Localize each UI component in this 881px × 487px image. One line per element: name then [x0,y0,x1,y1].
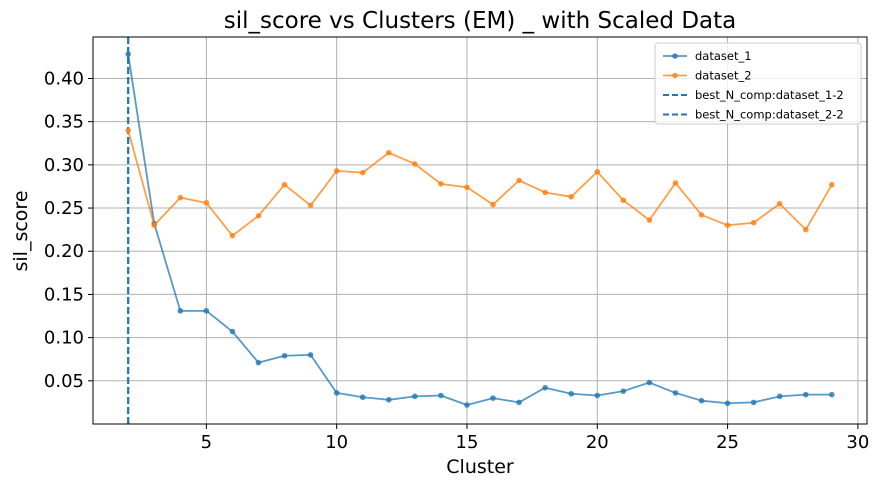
data-point-dataset_2 [490,201,496,208]
data-point-dataset_2 [151,222,158,229]
data-point-dataset_1 [646,379,653,386]
y-tick-label: 0.05 [44,371,84,392]
data-point-dataset_1 [307,352,314,358]
data-point-dataset_1 [177,308,184,314]
y-tick-label: 0.25 [44,198,84,219]
data-point-dataset_1 [229,328,236,335]
data-point-dataset_2 [281,181,288,188]
legend: dataset_1 dataset_2 best_N_comp:dataset_1-… [654,42,862,125]
x-tick-label: 15 [456,432,479,453]
legend-label: best_N_comp:dataset_1-2 [695,88,844,102]
data-point-dataset_1 [620,388,627,394]
data-point-dataset_1 [255,359,262,366]
data-point-dataset_1 [281,352,288,359]
data-point-dataset_1 [568,390,575,397]
data-point-dataset_2 [672,180,679,186]
data-point-dataset_1 [542,384,548,391]
y-axis-title: sil_score [10,190,32,271]
data-point-dataset_2 [698,212,705,218]
data-point-dataset_1 [724,400,731,407]
legend-marker [672,53,678,59]
y-tick-label: 0.15 [44,284,84,305]
data-point-dataset_1 [412,393,418,400]
data-point-dataset_1 [359,394,366,401]
legend-marker [672,72,678,79]
data-point-dataset_2 [125,127,131,134]
data-point-dataset_1 [490,395,496,401]
y-tick-label: 0.20 [44,241,84,262]
data-point-dataset_1 [333,390,340,396]
data-point-dataset_2 [776,200,783,207]
data-point-dataset_2 [802,226,809,233]
y-tick-label: 0.10 [44,328,84,349]
data-point-dataset_2 [750,219,757,226]
data-point-dataset_1 [464,402,470,408]
data-point-dataset_2 [229,232,236,239]
data-point-dataset_1 [802,391,809,398]
legend-box [654,42,862,125]
x-tick-label: 20 [586,432,609,453]
data-point-dataset_1 [438,392,444,399]
x-tick-label: 30 [846,432,869,453]
data-point-dataset_2 [620,197,627,204]
y-tick-label: 0.40 [44,68,84,89]
data-point-dataset_2 [307,202,314,209]
data-point-dataset_2 [385,149,392,156]
data-point-dataset_2 [594,168,601,175]
y-tick-label: 0.35 [44,112,84,133]
plot-frame [92,36,868,425]
y-tick-label: 0.30 [44,155,84,176]
x-tick-label: 10 [325,432,348,453]
data-point-dataset_1 [698,397,705,404]
data-point-dataset_2 [516,177,522,184]
x-axis-title: Cluster [446,456,514,478]
series-line-dataset_1 [127,54,832,406]
series-group [125,51,835,408]
data-point-dataset_1 [672,390,679,396]
data-point-dataset_1 [776,393,783,400]
series-line-dataset_2 [127,130,833,237]
data-point-dataset_1 [829,391,835,398]
data-point-dataset_1 [125,51,131,58]
data-point-dataset_2 [829,181,835,188]
ticks: 5 10 15 20 25 30 0.05 0.10 0.15 0.20 0.25 0.30 0.35 0… [44,68,869,453]
legend-label: best_N_comp:dataset_2-2 [695,108,844,122]
data-point-dataset_2 [438,181,444,187]
data-point-dataset_2 [255,213,262,219]
data-point-dataset_1 [750,399,757,406]
data-point-dataset_1 [203,308,210,314]
data-point-dataset_2 [412,161,418,167]
x-tick-label: 25 [716,432,739,453]
chart-title: sil_score vs Clusters (EM) _ with Scaled… [224,8,736,34]
data-point-dataset_1 [516,399,522,406]
data-point-dataset_1 [594,392,601,399]
data-point-dataset_2 [177,194,184,201]
data-point-dataset_1 [385,397,392,403]
x-tick-label: 5 [201,432,212,453]
data-point-dataset_2 [203,200,210,206]
legend-entries: dataset_1 dataset_2 best_N_comp:dataset_1-… [663,49,844,122]
legend-label: dataset_2 [695,69,752,83]
data-point-dataset_2 [333,168,340,174]
data-point-dataset_2 [646,217,653,223]
legend-label: dataset_1 [695,49,752,63]
data-point-dataset_2 [359,169,366,176]
data-point-dataset_2 [542,189,548,196]
data-point-dataset_2 [464,184,470,191]
data-point-dataset_2 [568,194,575,200]
data-point-dataset_2 [724,222,731,229]
